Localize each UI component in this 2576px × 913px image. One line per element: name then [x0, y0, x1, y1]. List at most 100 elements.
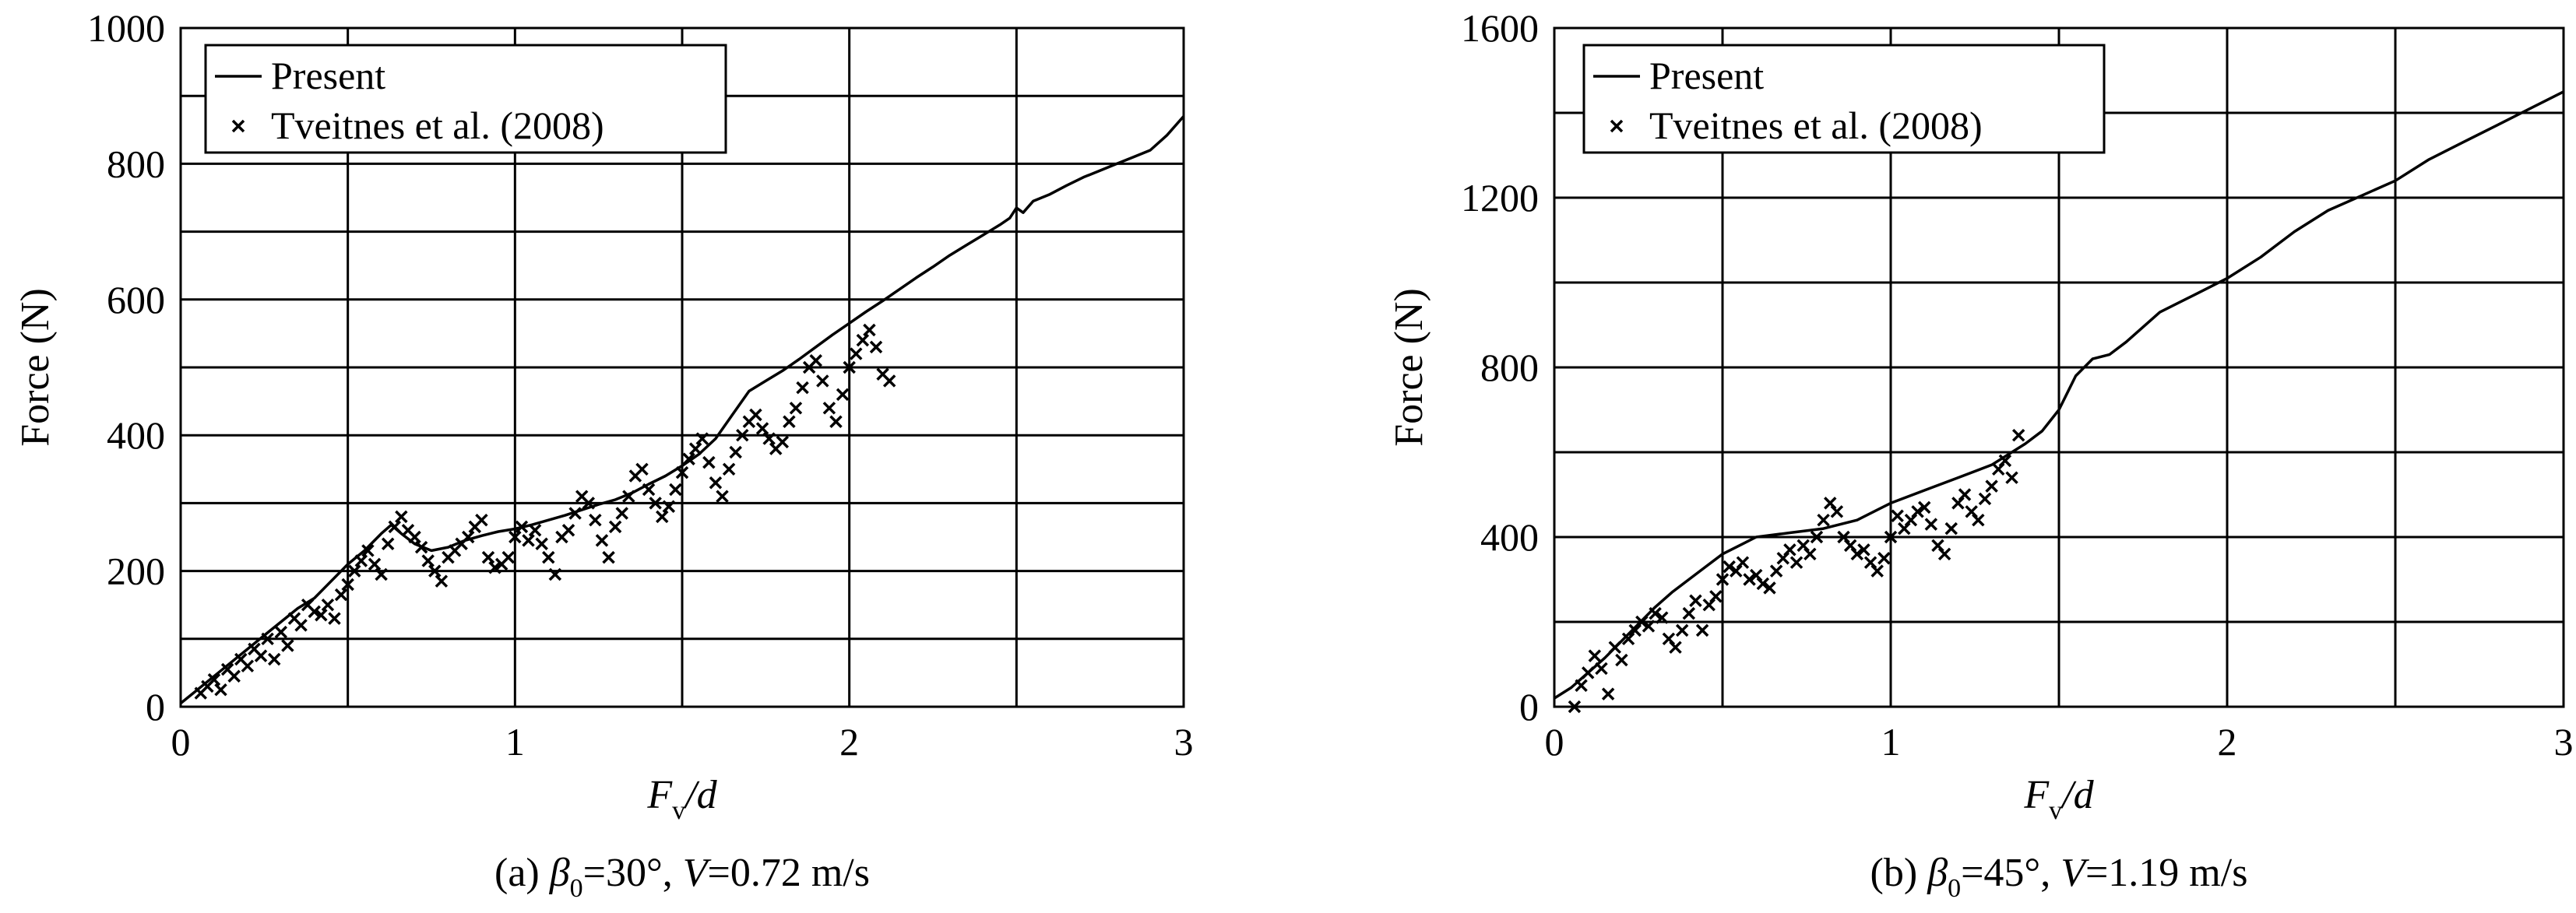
- scatter-point: [227, 669, 241, 683]
- scatter-point: [1877, 552, 1891, 565]
- scatter-point: [796, 381, 809, 395]
- y-tick-label: 600: [107, 278, 165, 321]
- scatter-point: [1817, 513, 1830, 527]
- scatter-point: [1978, 492, 1992, 506]
- scatter-point: [528, 524, 542, 537]
- x-axis-label-sub: v: [672, 796, 685, 825]
- scatter-point: [695, 432, 709, 445]
- scatter-point: [315, 609, 328, 622]
- scatter-point: [207, 672, 221, 687]
- scatter-point: [1891, 509, 1904, 522]
- scatter-point: [1850, 547, 1864, 561]
- scatter-point: [1789, 556, 1804, 569]
- scatter-point: [281, 639, 294, 652]
- legend-entry-present: Present: [1649, 54, 1764, 97]
- scatter-point: [501, 550, 515, 564]
- scatter-point: [267, 652, 281, 666]
- scatter-point: [716, 490, 729, 503]
- scatter-point: [1924, 518, 1938, 531]
- scatter-point: [1998, 454, 2012, 468]
- scatter-point: [509, 530, 522, 544]
- scatter-point: [1830, 505, 1844, 518]
- scatter-point: [241, 659, 255, 672]
- x-axis-label: Fv/d: [646, 773, 717, 825]
- y-tick-label: 1200: [1461, 176, 1539, 219]
- scatter-point: [736, 428, 749, 442]
- scatter-point: [381, 537, 395, 550]
- scatter-point: [656, 510, 669, 524]
- plot-frame: [179, 26, 1185, 708]
- scatter-point: [843, 360, 856, 374]
- x-axis-label: Fv/d: [2023, 773, 2094, 825]
- scatter-point: [789, 402, 803, 415]
- scatter-point: [354, 554, 368, 567]
- scatter-point: [1985, 479, 1998, 493]
- x-tick-label: 2: [839, 720, 859, 764]
- x-tick-label: 2: [2218, 720, 2237, 764]
- scatter-point: [421, 554, 435, 567]
- scatter-point: [341, 578, 354, 592]
- scatter-point: [334, 588, 348, 602]
- y-tick-label: 800: [1480, 346, 1539, 389]
- scatter-point: [1588, 649, 1602, 662]
- scatter-point: [274, 625, 288, 639]
- scatter-point: [729, 445, 742, 459]
- scatter-point: [783, 415, 796, 428]
- scatter-point: [702, 455, 716, 469]
- scatter-point: [368, 557, 382, 571]
- scatter-point: [1972, 513, 1985, 527]
- caption-beta-sub: 0: [570, 874, 583, 903]
- scatter-point: [1917, 500, 1931, 514]
- x-tick-label: 3: [2554, 720, 2574, 764]
- scatter-point: [548, 567, 562, 581]
- scatter-point: [1944, 521, 1958, 536]
- scatter-point: [582, 497, 596, 510]
- scatter-point: [214, 683, 227, 697]
- scatter-point: [395, 510, 408, 524]
- scatter-point: [522, 534, 535, 547]
- caption-prefix: (b): [1870, 851, 1928, 895]
- scatter-point: [1884, 530, 1898, 544]
- scatter-point: [595, 534, 609, 547]
- scatter-point: [856, 333, 870, 347]
- scatter-point: [642, 483, 656, 497]
- scatter-point: [662, 500, 676, 513]
- scatter-point: [1804, 547, 1817, 561]
- legend-marker-swatch: [231, 119, 245, 133]
- scatter-point: [1656, 611, 1669, 624]
- scatter-point: [1649, 606, 1662, 620]
- scatter-point: [1736, 556, 1750, 569]
- y-tick-label: 0: [146, 685, 165, 729]
- scatter-point: [635, 462, 649, 476]
- x-axis-label-sub: v: [2049, 796, 2062, 825]
- chart-caption: (a) β0=30°, V=0.72 m/s: [494, 851, 870, 903]
- scatter-point: [481, 550, 495, 564]
- scatter-point: [1783, 543, 1797, 557]
- scatter-point: [1689, 594, 1702, 607]
- scatter-point: [622, 490, 635, 503]
- chart-caption: (b) β0=45°, V=1.19 m/s: [1870, 851, 2248, 903]
- y-tick-label: 1600: [1461, 6, 1539, 50]
- scatter-point: [388, 520, 402, 534]
- plot-frame: [1553, 26, 2565, 708]
- x-axis-label-main: F: [2023, 773, 2050, 817]
- x-axis-label-rest: /d: [2060, 773, 2094, 817]
- x-tick-label: 1: [505, 720, 525, 764]
- series-line-present: [1554, 90, 2564, 700]
- scatter-point: [1743, 573, 1756, 586]
- caption-beta-value: =45°,: [1961, 851, 2060, 895]
- scatter-point: [776, 435, 790, 449]
- scatter-point: [589, 513, 602, 527]
- caption-beta: β: [1927, 851, 1948, 895]
- scatter-point: [1575, 679, 1588, 692]
- caption-v-value: =1.19 m/s: [2085, 851, 2247, 895]
- x-tick-label: 1: [1881, 720, 1901, 764]
- scatter-point: [688, 442, 702, 455]
- scatter-point: [475, 513, 488, 527]
- caption-beta: β: [549, 851, 570, 895]
- scatter-point: [542, 550, 555, 564]
- scatter-point: [515, 520, 529, 534]
- caption-v-value: =0.72 m/s: [708, 851, 870, 895]
